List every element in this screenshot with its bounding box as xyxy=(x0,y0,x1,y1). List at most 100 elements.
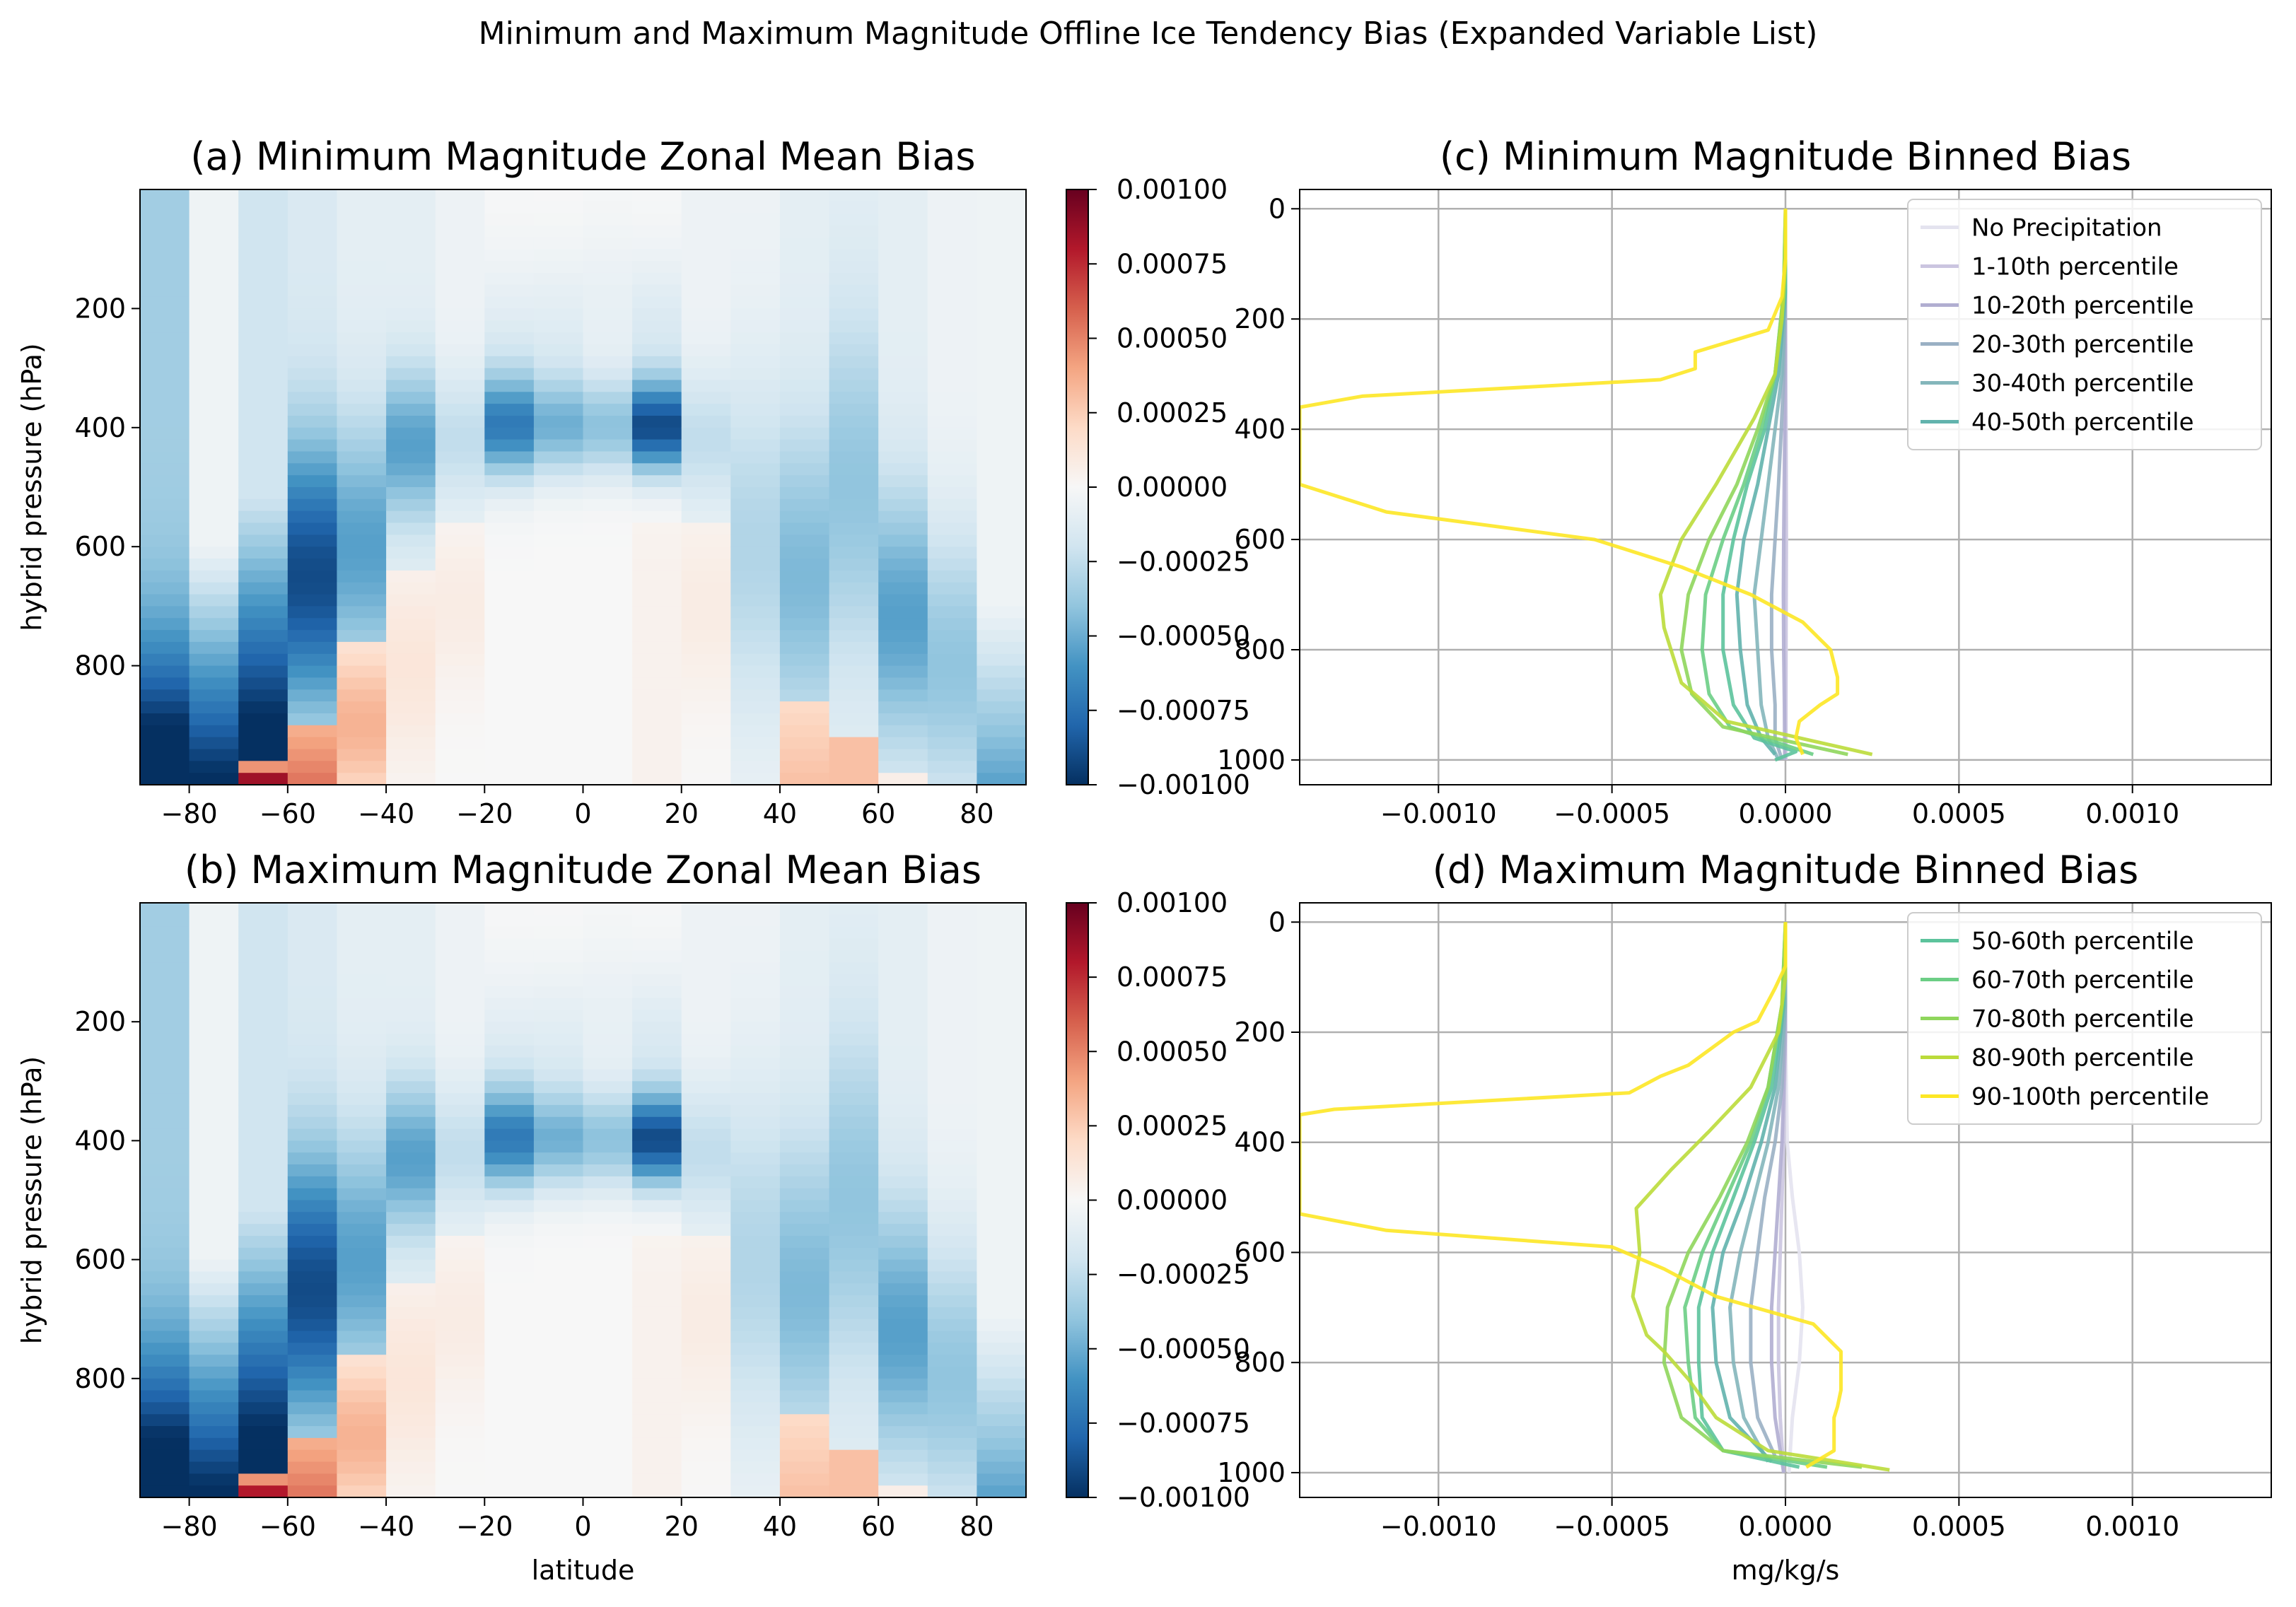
heatmap-cell xyxy=(337,356,387,369)
heatmap-cell xyxy=(287,344,337,357)
heatmap-cell xyxy=(927,1271,977,1284)
heatmap-cell xyxy=(927,1390,977,1403)
heatmap-cell xyxy=(533,1449,584,1463)
heatmap-cell xyxy=(533,547,584,559)
heatmap-cell xyxy=(632,1116,682,1130)
heatmap-cell xyxy=(632,332,682,345)
heatmap-cell xyxy=(337,641,387,655)
heatmap-cell xyxy=(977,618,1027,631)
heatmap-cell xyxy=(779,618,830,631)
heatmap-cell xyxy=(829,1010,879,1022)
heatmap-cell xyxy=(484,914,535,928)
heatmap-cell xyxy=(977,522,1027,535)
heatmap-cell xyxy=(977,1343,1027,1355)
heatmap-cell xyxy=(287,1093,337,1106)
heatmap-cell xyxy=(189,1414,239,1427)
heatmap-cell xyxy=(238,1081,289,1094)
heatmap-cell xyxy=(829,534,879,547)
heatmap-cell xyxy=(583,308,633,321)
heatmap-cell xyxy=(632,1426,682,1439)
heatmap-cell xyxy=(140,665,190,678)
heatmap-cell xyxy=(238,475,289,488)
x-tick-label: 0.0005 xyxy=(1912,1511,2006,1542)
heatmap-cell xyxy=(730,439,781,452)
heatmap-cell xyxy=(140,522,190,535)
heatmap-cell xyxy=(681,749,731,761)
heatmap-cell xyxy=(337,475,387,488)
heatmap-cell xyxy=(189,998,239,1010)
heatmap-cell xyxy=(287,487,337,500)
y-tick-label: 600 xyxy=(1234,1237,1286,1268)
heatmap-cell xyxy=(878,510,928,524)
heatmap-cell xyxy=(878,261,928,274)
panel-title: (b) Maximum Magnitude Zonal Mean Bias xyxy=(185,848,981,892)
heatmap-cell xyxy=(484,356,535,369)
heatmap-cell xyxy=(878,427,928,440)
heatmap-cell xyxy=(927,547,977,559)
heatmap-cell xyxy=(189,1093,239,1106)
heatmap-cell xyxy=(189,510,239,524)
heatmap-cell xyxy=(386,1259,436,1272)
heatmap-cell xyxy=(238,950,289,963)
heatmap-cell xyxy=(238,1069,289,1082)
heatmap-cell xyxy=(779,1473,830,1486)
heatmap-cell xyxy=(140,380,190,392)
heatmap-cell xyxy=(238,1461,289,1474)
heatmap-cell xyxy=(287,1212,337,1225)
heatmap-cell xyxy=(287,1343,337,1355)
heatmap-cell xyxy=(533,498,584,512)
heatmap-cell xyxy=(632,1402,682,1415)
heatmap-cell xyxy=(189,1437,239,1451)
heatmap-cell xyxy=(484,510,535,524)
heatmap-cell xyxy=(484,1057,535,1070)
heatmap-cell xyxy=(189,914,239,928)
heatmap-cell xyxy=(238,547,289,559)
heatmap-cell xyxy=(681,570,731,583)
heatmap-cell xyxy=(140,1390,190,1403)
heatmap-cell xyxy=(583,368,633,380)
heatmap-cell xyxy=(533,1437,584,1451)
heatmap-cell xyxy=(337,487,387,500)
heatmap-cell xyxy=(484,487,535,500)
heatmap-cell xyxy=(977,1319,1027,1332)
heatmap-cell xyxy=(977,570,1027,583)
heatmap-cell xyxy=(927,1176,977,1189)
heatmap-cell xyxy=(730,1319,781,1332)
heatmap-cell xyxy=(779,510,830,524)
heatmap-cell xyxy=(533,689,584,702)
heatmap-cell xyxy=(730,559,781,571)
x-tick-label: −20 xyxy=(456,798,513,829)
heatmap-cell xyxy=(189,547,239,559)
heatmap-cell xyxy=(829,1295,879,1308)
heatmap-cell xyxy=(140,1414,190,1427)
heatmap-cell xyxy=(189,653,239,667)
heatmap-cell xyxy=(779,475,830,488)
heatmap-cell xyxy=(730,1259,781,1272)
heatmap-cell xyxy=(632,1259,682,1272)
heatmap-cell xyxy=(730,404,781,416)
heatmap-cell xyxy=(730,1224,781,1237)
series-line-40-50th-percentile xyxy=(1735,209,1788,756)
heatmap-cell xyxy=(435,416,485,428)
heatmap-cell xyxy=(977,1176,1027,1189)
y-tick-label: 200 xyxy=(74,1006,126,1037)
heatmap-cell xyxy=(189,261,239,274)
heatmap-cell xyxy=(829,1200,879,1212)
heatmap-cell xyxy=(435,618,485,631)
heatmap-cell xyxy=(337,1022,387,1034)
heatmap-cell xyxy=(435,1081,485,1094)
heatmap-cell xyxy=(977,641,1027,655)
heatmap-cell xyxy=(730,1200,781,1212)
heatmap-cell xyxy=(287,582,337,595)
heatmap-cell xyxy=(977,1116,1027,1130)
heatmap-cell xyxy=(927,761,977,773)
heatmap-cell xyxy=(287,237,337,250)
heatmap-cell xyxy=(287,498,337,512)
heatmap-cell xyxy=(878,641,928,655)
heatmap-cell xyxy=(829,903,879,916)
heatmap-cell xyxy=(435,903,485,916)
heatmap-cell xyxy=(878,677,928,690)
heatmap-cell xyxy=(386,1247,436,1261)
heatmap-cell xyxy=(238,559,289,571)
heatmap-cell xyxy=(878,1378,928,1391)
